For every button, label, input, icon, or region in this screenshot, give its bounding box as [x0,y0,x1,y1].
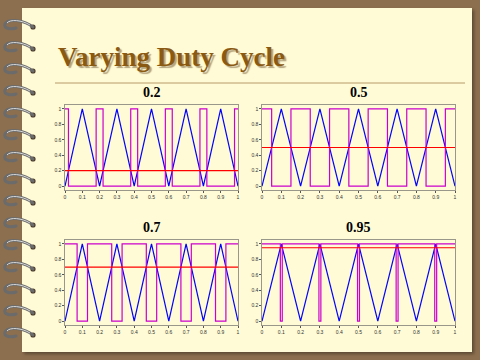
svg-text:0.3: 0.3 [113,194,120,200]
svg-text:0.4: 0.4 [336,329,343,335]
svg-text:0.6: 0.6 [165,194,172,200]
svg-text:0.2: 0.2 [297,329,304,335]
svg-text:0.7: 0.7 [143,220,161,235]
svg-text:0.2: 0.2 [54,167,61,173]
svg-text:1: 1 [237,194,240,200]
svg-text:0.8: 0.8 [200,194,207,200]
svg-text:0.8: 0.8 [413,329,420,335]
svg-text:0.9: 0.9 [432,329,439,335]
svg-text:0.4: 0.4 [131,329,138,335]
svg-text:1: 1 [59,241,62,247]
svg-text:0.9: 0.9 [217,194,224,200]
svg-text:0: 0 [59,183,62,189]
svg-text:0: 0 [64,329,67,335]
svg-text:0.8: 0.8 [54,256,61,262]
svg-text:0.1: 0.1 [278,329,285,335]
svg-text:0.6: 0.6 [374,329,381,335]
svg-text:1: 1 [237,329,240,335]
svg-text:0: 0 [261,194,264,200]
svg-text:0.7: 0.7 [183,329,190,335]
svg-text:0.2: 0.2 [251,167,258,173]
svg-text:0.6: 0.6 [251,272,258,278]
svg-text:0.6: 0.6 [54,272,61,278]
svg-text:0.4: 0.4 [54,152,61,158]
svg-text:0.4: 0.4 [336,194,343,200]
svg-text:0.3: 0.3 [316,194,323,200]
svg-text:0.6: 0.6 [251,137,258,143]
svg-text:1: 1 [454,194,457,200]
svg-text:0.5: 0.5 [148,194,155,200]
svg-text:0.2: 0.2 [96,329,103,335]
svg-text:1: 1 [59,106,62,112]
svg-text:0.2: 0.2 [251,302,258,308]
svg-text:0.9: 0.9 [432,194,439,200]
svg-text:Varying Duty Cycle: Varying Duty Cycle [58,42,285,72]
svg-text:0.8: 0.8 [54,121,61,127]
svg-text:0.5: 0.5 [355,194,362,200]
svg-text:0.4: 0.4 [251,287,258,293]
svg-text:0.3: 0.3 [113,329,120,335]
svg-text:0.7: 0.7 [394,329,401,335]
svg-text:0.2: 0.2 [143,85,161,100]
svg-text:0.7: 0.7 [183,194,190,200]
svg-text:0.1: 0.1 [79,329,86,335]
svg-text:0.8: 0.8 [251,256,258,262]
svg-text:1: 1 [256,106,259,112]
svg-text:0.6: 0.6 [374,194,381,200]
svg-text:0.8: 0.8 [251,121,258,127]
svg-text:0.8: 0.8 [413,194,420,200]
svg-text:0: 0 [256,183,259,189]
svg-text:0: 0 [256,318,259,324]
svg-text:1: 1 [256,241,259,247]
svg-text:0.6: 0.6 [165,329,172,335]
svg-text:0.5: 0.5 [350,85,368,100]
svg-text:0.1: 0.1 [79,194,86,200]
svg-text:0.5: 0.5 [355,329,362,335]
svg-text:0.4: 0.4 [251,152,258,158]
svg-text:0.2: 0.2 [54,302,61,308]
svg-text:0.95: 0.95 [346,220,371,235]
svg-text:0.8: 0.8 [200,329,207,335]
svg-text:0: 0 [64,194,67,200]
svg-text:0.6: 0.6 [54,137,61,143]
svg-text:1: 1 [454,329,457,335]
svg-text:0.5: 0.5 [148,329,155,335]
svg-text:0.4: 0.4 [54,287,61,293]
svg-text:0.9: 0.9 [217,329,224,335]
svg-text:0.2: 0.2 [96,194,103,200]
svg-text:0.3: 0.3 [316,329,323,335]
svg-text:0.2: 0.2 [297,194,304,200]
svg-text:0.4: 0.4 [131,194,138,200]
svg-text:0.1: 0.1 [278,194,285,200]
svg-text:0.7: 0.7 [394,194,401,200]
svg-text:0: 0 [261,329,264,335]
svg-text:0: 0 [59,318,62,324]
